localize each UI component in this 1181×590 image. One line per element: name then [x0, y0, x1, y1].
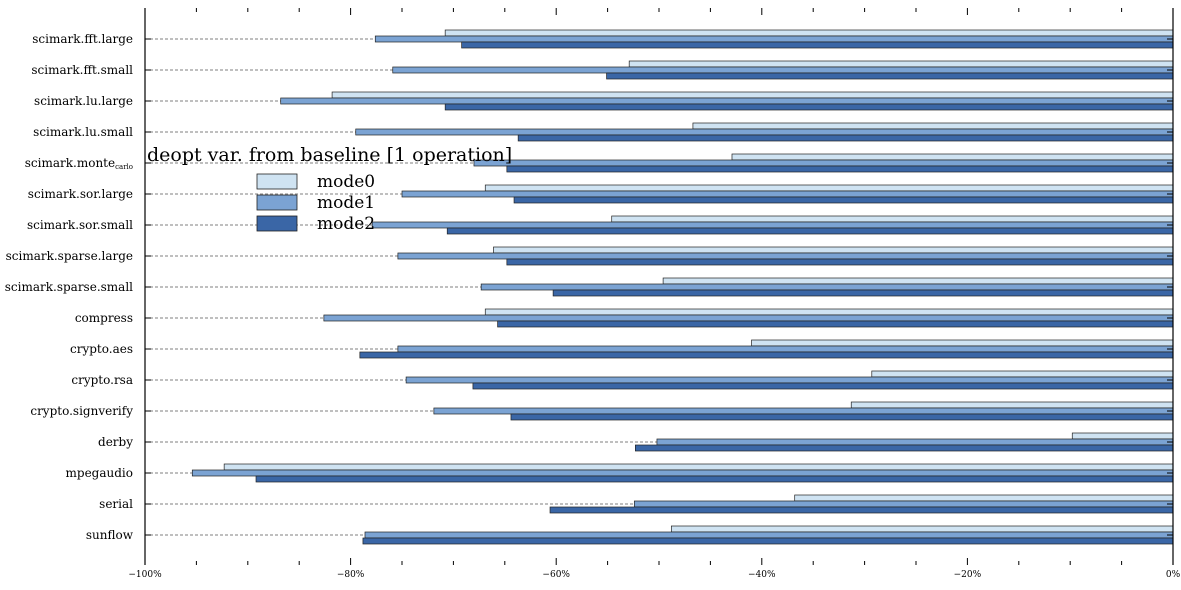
bar-mode0	[850, 401, 1174, 409]
bar-mode2	[513, 196, 1174, 204]
bar-mode2	[510, 413, 1174, 421]
bar-mode0	[871, 370, 1174, 378]
x-tick-label: −80%	[337, 570, 365, 580]
legend-label-mode1: mode1	[317, 193, 375, 213]
bar-mode1	[633, 500, 1174, 508]
legend-title: deopt var. from baseline [1 operation]	[147, 144, 512, 166]
legend-label-mode0: mode0	[317, 172, 375, 192]
bar-mode2	[446, 227, 1174, 235]
x-tick-label: −20%	[954, 570, 982, 580]
bar-mode1	[355, 128, 1174, 136]
bar-mode1	[374, 35, 1174, 43]
bar-mode1	[473, 159, 1174, 167]
bar-mode2	[497, 320, 1174, 328]
x-tick-label: −40%	[748, 570, 776, 580]
bar-mode1	[401, 190, 1174, 198]
x-tick-label: 0%	[1166, 570, 1181, 580]
bar-mode0	[484, 308, 1174, 316]
bar-mode2	[635, 444, 1174, 452]
bar-mode1	[371, 221, 1174, 229]
category-label: scimark.sor.small	[27, 218, 133, 232]
bar-mode1	[280, 97, 1174, 105]
bar-mode1	[433, 407, 1174, 415]
category-label: scimark.sparse.small	[5, 280, 133, 294]
bar-mode2	[444, 103, 1174, 111]
bar-mode0	[751, 339, 1174, 347]
bar-mode0	[670, 525, 1174, 533]
legend: deopt var. from baseline [1 operation] m…	[147, 144, 512, 234]
category-label: scimark.lu.small	[33, 125, 133, 139]
bar-mode1	[191, 469, 1174, 477]
bar-mode1	[323, 314, 1174, 322]
bar-mode0	[331, 91, 1174, 99]
category-label: compress	[75, 311, 133, 325]
bar-mode2	[506, 258, 1174, 266]
legend-swatch-mode1	[256, 194, 298, 211]
legend-label-mode2: mode2	[317, 214, 375, 234]
category-label: scimark.fft.small	[31, 63, 133, 77]
legend-swatch-mode2	[256, 215, 298, 232]
category-label: crypto.signverify	[30, 404, 133, 418]
axes	[144, 8, 1174, 565]
bar-mode0	[223, 463, 1174, 471]
x-tick-labels: −100% −80% −60% −40% −20% 0%	[128, 570, 1180, 580]
x-tick-label: −60%	[542, 570, 570, 580]
category-label: scimark.sparse.large	[6, 249, 133, 263]
bar-mode2	[362, 537, 1174, 545]
bar-mode2	[517, 134, 1174, 142]
bar-mode2	[472, 382, 1174, 390]
bar-mode1	[480, 283, 1174, 291]
bar-mode2	[606, 72, 1174, 80]
legend-swatch-mode0	[256, 173, 298, 190]
category-labels: scimark.fft.large scimark.fft.small scimar…	[5, 32, 134, 542]
bar-mode0	[484, 184, 1174, 192]
bar-mode0	[493, 246, 1174, 254]
bar-mode1	[656, 438, 1174, 446]
x-tick-label: −100%	[128, 570, 162, 580]
bars	[191, 29, 1174, 545]
bar-mode2	[552, 289, 1174, 297]
category-label: scimark.lu.large	[34, 94, 133, 108]
bar-mode0	[662, 277, 1174, 285]
bar-mode2	[461, 41, 1174, 49]
bar-mode2	[255, 475, 1174, 483]
bar-mode1	[405, 376, 1174, 384]
category-label: derby	[98, 435, 133, 449]
category-label: crypto.rsa	[71, 373, 133, 387]
bar-mode2	[506, 165, 1174, 173]
bar-mode0	[611, 215, 1174, 223]
bar-mode1	[392, 66, 1174, 74]
bar-mode2	[549, 506, 1174, 514]
bar-mode0	[444, 29, 1174, 37]
bar-mode1	[397, 252, 1174, 260]
bar-mode1	[397, 345, 1174, 353]
bar-mode2	[359, 351, 1174, 359]
category-label: serial	[99, 497, 133, 511]
bar-mode0	[628, 60, 1174, 68]
category-label: scimark.sor.large	[28, 187, 133, 201]
category-label: mpegaudio	[66, 466, 133, 480]
category-label: scimark.montecarlo	[25, 156, 133, 171]
category-label: scimark.fft.large	[32, 32, 133, 46]
bar-mode0	[1071, 432, 1174, 440]
bar-mode0	[794, 494, 1174, 502]
bar-mode1	[364, 531, 1174, 539]
bar-mode0	[731, 153, 1174, 161]
category-label: crypto.aes	[70, 342, 133, 356]
category-label: sunflow	[86, 528, 134, 542]
bar-mode0	[692, 122, 1174, 130]
